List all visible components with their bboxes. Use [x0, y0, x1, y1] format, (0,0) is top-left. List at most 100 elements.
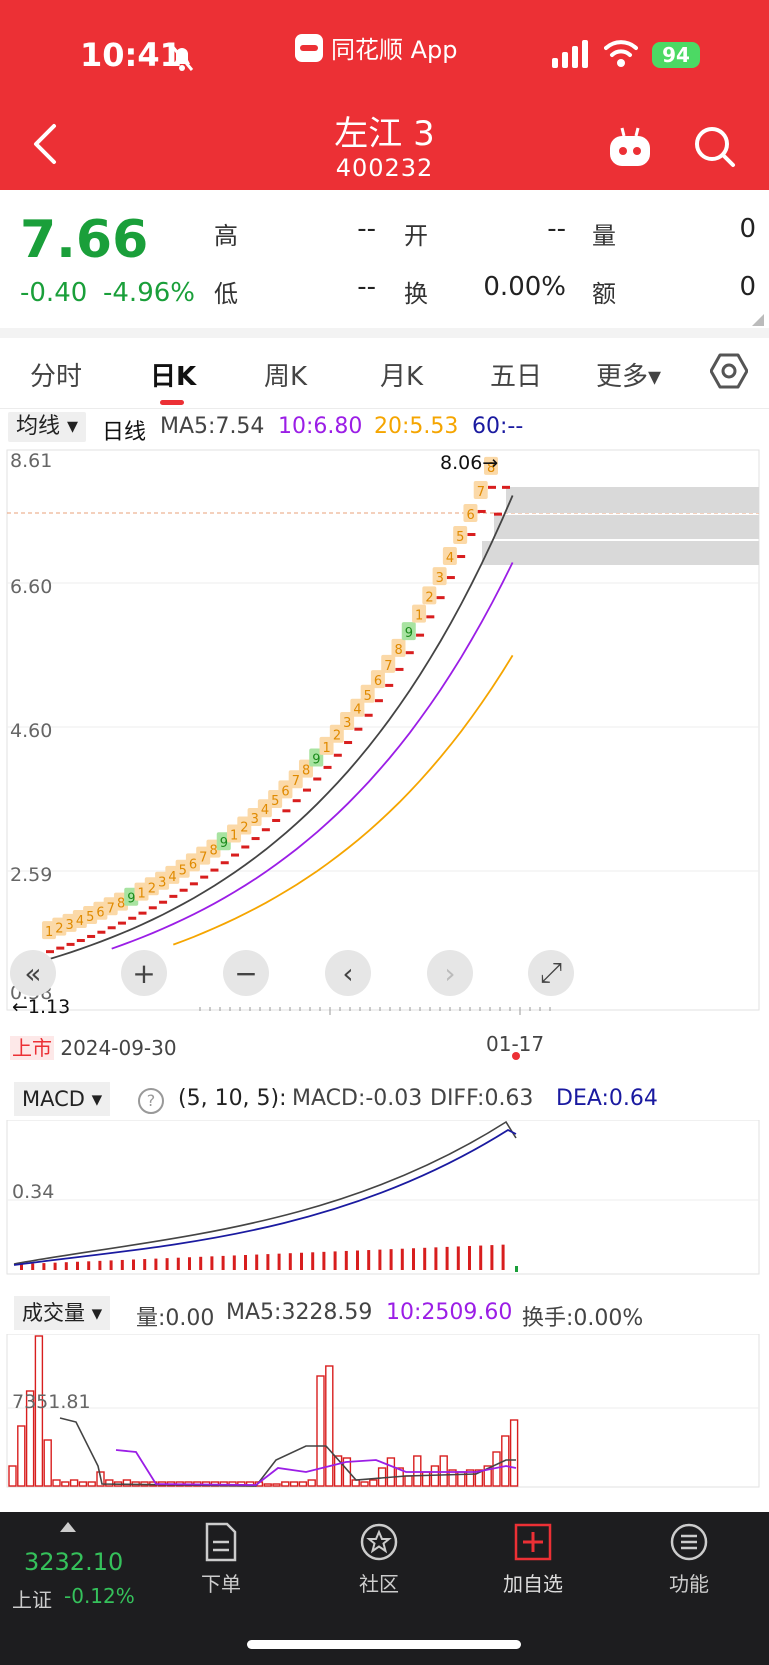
macd-bar: [188, 1257, 191, 1270]
macd-bar: [255, 1254, 259, 1270]
nav-functions[interactable]: 功能: [644, 1522, 734, 1597]
td-sequence-number: 6: [466, 508, 474, 523]
search-icon[interactable]: [692, 124, 736, 168]
tab-intraday[interactable]: 分时: [30, 362, 83, 392]
y-axis-label: 8.61: [10, 450, 52, 472]
volume-ma10: 10:2509.60: [386, 1300, 513, 1325]
td-sequence-number: 6: [96, 906, 104, 921]
macd-bar: [199, 1256, 203, 1270]
volume-bar: [316, 1375, 325, 1487]
tab-weekly-k[interactable]: 周K: [264, 362, 308, 392]
macd-bar: [300, 1252, 303, 1270]
td-sequence-number: 4: [76, 914, 84, 929]
high-value: --: [357, 214, 376, 244]
low-label: 低: [214, 280, 238, 308]
candle: [385, 683, 394, 687]
help-icon[interactable]: ?: [138, 1088, 164, 1114]
kline-chart[interactable]: 1 2 3 4 5 6 7 8 9 1 2 3 4 5 6 7 8 91234567891234567891234…: [0, 445, 769, 1015]
macd-bar: [232, 1255, 236, 1270]
amount-label: 额: [592, 280, 616, 308]
td-sequence-marker: [360, 684, 375, 703]
nav-community[interactable]: 社区: [334, 1522, 424, 1597]
volume-chart[interactable]: 7351.81: [6, 1334, 760, 1489]
td-sequence-number: 7: [292, 774, 300, 789]
candle: [159, 900, 168, 904]
app-badge[interactable]: 同花顺 App: [295, 30, 458, 65]
macd-bar: [456, 1246, 460, 1270]
macd-select-dropdown[interactable]: MACD ▾: [14, 1082, 111, 1116]
volume-bar: [289, 1481, 299, 1487]
back-arrow-icon[interactable]: [30, 122, 60, 166]
fullscreen-button[interactable]: ⤢: [528, 950, 574, 996]
td-sequence-number: 4: [353, 703, 361, 718]
volume-value: 0: [739, 214, 756, 244]
td-sequence-marker: [370, 670, 385, 689]
candle: [87, 934, 96, 938]
macd-bar: [120, 1259, 124, 1270]
volume-bar: [333, 1455, 343, 1487]
scroll-left-button[interactable]: ‹: [325, 950, 371, 996]
macd-bar: [501, 1244, 505, 1270]
macd-bar: [288, 1253, 292, 1270]
period-label: 日线: [102, 420, 147, 445]
index-value[interactable]: 3232.10: [24, 1548, 124, 1576]
nav-order[interactable]: 下单: [176, 1522, 266, 1597]
candle: [416, 633, 425, 637]
current-date-dot: [512, 1052, 520, 1060]
nav-add-watchlist[interactable]: 加自选: [488, 1522, 578, 1597]
nav-community-label: 社区: [359, 1572, 399, 1596]
candle: [220, 861, 229, 865]
td-sequence-number: 1: [230, 829, 238, 844]
macd-bar: [468, 1246, 471, 1270]
candle: [200, 875, 209, 879]
section-divider: [0, 328, 769, 338]
nav-functions-label: 功能: [669, 1572, 709, 1596]
candle: [189, 882, 198, 886]
td-sequence-number: 5: [364, 689, 372, 704]
index-change: -0.12%: [64, 1584, 135, 1608]
volume-bar: [298, 1481, 308, 1487]
td-sequence-number: 9: [220, 836, 228, 851]
settings-hexagon-icon[interactable]: [710, 352, 748, 390]
robot-assistant-icon[interactable]: [606, 124, 654, 172]
candle: [261, 828, 270, 832]
volume-bar: [360, 1481, 369, 1487]
moving-average-line: [172, 654, 514, 946]
macd-bar: [176, 1257, 180, 1270]
candle: [457, 555, 466, 559]
volume-bar: [87, 1481, 96, 1487]
volume-select-dropdown[interactable]: 成交量 ▾: [14, 1296, 111, 1330]
td-sequence-marker: [401, 622, 416, 641]
add-watchlist-icon: [514, 1523, 552, 1561]
y-axis-label: 4.60: [10, 720, 52, 742]
candle: [128, 916, 137, 920]
high-label: 高: [214, 222, 238, 250]
tab-daily-k[interactable]: 日K: [150, 362, 197, 392]
jump-start-button[interactable]: «: [10, 950, 56, 996]
td-sequence-number: 2: [425, 590, 433, 605]
candle: [436, 596, 445, 600]
macd-chart[interactable]: 0.34: [6, 1120, 760, 1276]
open-value: --: [547, 214, 566, 244]
volume-bar: [342, 1457, 352, 1487]
tab-more[interactable]: 更多▾: [596, 362, 662, 392]
volume-bar: [25, 1390, 35, 1487]
td-sequence-marker: [391, 638, 406, 657]
zoom-out-button[interactable]: −: [223, 950, 269, 996]
candle: [251, 837, 260, 841]
tab-five-day[interactable]: 五日: [490, 362, 543, 392]
volume-bar: [386, 1457, 396, 1487]
candle: [477, 509, 486, 513]
macd-bar: [221, 1255, 225, 1270]
td-sequence-number: 8: [117, 897, 125, 912]
scroll-right-button[interactable]: ›: [427, 950, 473, 996]
candle: [467, 533, 476, 537]
low-value: --: [357, 272, 376, 302]
macd-bar: [76, 1261, 79, 1270]
macd-bar: [266, 1254, 270, 1270]
ma-select-dropdown[interactable]: 均线 ▾: [8, 412, 87, 442]
price-change: -0.40: [20, 278, 88, 308]
open-label: 开: [404, 222, 428, 250]
tab-monthly-k[interactable]: 月K: [380, 362, 424, 392]
zoom-in-button[interactable]: +: [121, 950, 167, 996]
